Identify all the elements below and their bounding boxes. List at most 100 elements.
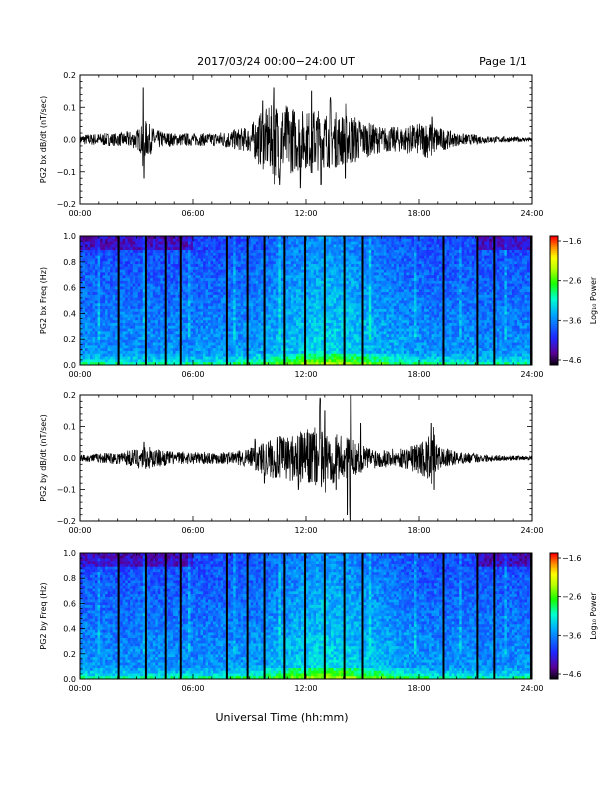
spectrogram-cell: [130, 306, 134, 310]
spectrogram-cell: [270, 269, 274, 273]
spectrogram-cell: [255, 331, 259, 335]
spectrogram-cell: [213, 244, 216, 248]
spectrogram-cell: [102, 258, 106, 262]
spectrogram-cell: [177, 255, 181, 259]
spectrogram-cell: [230, 264, 234, 268]
spectrogram-cell: [285, 306, 289, 310]
spectrogram-cell: [140, 314, 144, 318]
spectrogram-cell: [190, 320, 194, 324]
spectrogram-cell: [198, 303, 201, 307]
spectrogram-cell: [250, 308, 254, 313]
spectrogram-cell: [250, 280, 254, 285]
spectrogram-cell: [253, 331, 257, 335]
spectrogram-cell: [240, 252, 244, 257]
spectrogram-cell: [142, 308, 146, 313]
spectrogram-cell: [105, 300, 109, 304]
spectrogram-cell: [278, 359, 282, 363]
spectrogram-cell: [273, 241, 277, 245]
spectrogram-cell: [240, 350, 244, 355]
spectrogram-cell: [107, 269, 111, 273]
spectrogram-cell: [288, 275, 292, 279]
spectrogram-cell: [203, 317, 206, 321]
spectrogram-cell: [85, 278, 88, 282]
spectrogram-cell: [250, 331, 254, 335]
spectrogram-cell: [306, 266, 309, 271]
spectrogram-cell: [147, 247, 151, 251]
spectrogram-cell: [198, 322, 201, 327]
spectrogram-cell: [341, 362, 345, 366]
spectrogram-cell: [95, 308, 98, 313]
spectrogram-cell: [331, 266, 335, 271]
spectrogram-cell: [175, 247, 179, 251]
spectrogram-cell: [321, 306, 324, 310]
spectrogram-cell: [298, 266, 302, 271]
spectrogram-cell: [243, 241, 247, 245]
spectrogram-cell: [331, 303, 335, 307]
spectrogram-cell: [200, 331, 204, 335]
spectrogram-cell: [195, 294, 199, 299]
spectrogram-cell: [240, 292, 244, 296]
spectrogram-cell: [313, 247, 317, 251]
spectrogram-cell: [238, 250, 242, 254]
spectrogram-cell: [147, 238, 151, 242]
spectrogram-cell: [137, 336, 141, 341]
spectrogram-cell: [278, 247, 282, 251]
spectrogram-cell: [172, 292, 176, 296]
spectrogram-cell: [338, 348, 342, 352]
spectrogram-cell: [180, 350, 184, 355]
spectrogram-cell: [185, 325, 189, 329]
spectrogram-cell: [333, 244, 337, 248]
spectrogram-cell: [112, 320, 116, 324]
spectrogram-cell: [326, 317, 329, 321]
spectrogram-cell: [295, 255, 299, 259]
spectrogram-cell: [167, 238, 171, 242]
spectrogram-cell: [87, 362, 91, 366]
spectrogram-cell: [97, 252, 101, 257]
spectrogram-cell: [195, 250, 199, 254]
spectrogram-cell: [260, 278, 264, 282]
spectrogram-cell: [107, 317, 111, 321]
spectrogram-cell: [180, 286, 184, 290]
spectrogram-cell: [341, 272, 345, 276]
spectrogram-cell: [147, 250, 151, 254]
spectrogram-cell: [87, 336, 91, 341]
spectrogram-cell: [135, 334, 139, 338]
spectrogram-cell: [195, 348, 199, 352]
spectrogram-cell: [205, 306, 209, 310]
spectrogram-cell: [203, 244, 206, 248]
spectrogram-cell: [112, 244, 116, 248]
spectrogram-cell: [127, 348, 131, 352]
spectrogram-cell: [213, 303, 216, 307]
spectrogram-cell: [338, 362, 342, 366]
spectrogram-cell: [200, 266, 204, 271]
spectrogram-cell: [336, 294, 340, 299]
spectrogram-cell: [336, 356, 340, 360]
spectrogram-cell: [333, 292, 337, 296]
spectrogram-cell: [278, 266, 282, 271]
spectrogram-cell: [160, 328, 164, 332]
spectrogram-cell: [270, 334, 274, 338]
spectrogram-cell: [253, 275, 257, 279]
spectrogram-cell: [170, 269, 174, 273]
spectrogram-cell: [105, 252, 109, 257]
spectrogram-cell: [187, 297, 191, 301]
spectrogram-cell: [205, 331, 209, 335]
spectrogram-cell: [290, 236, 294, 240]
spectrogram-cell: [300, 269, 304, 273]
spectrogram-cell: [223, 336, 227, 341]
spectrogram-cell: [273, 244, 277, 248]
spectrogram-cell: [260, 308, 264, 313]
spectrogram-cell: [218, 286, 222, 290]
spectrogram-cell: [275, 350, 279, 355]
spectrogram-cell: [238, 328, 242, 332]
spectrogram-cell: [102, 238, 106, 242]
spectrogram-cell: [293, 238, 297, 242]
spectrogram-cell: [155, 264, 159, 268]
spectrogram-cell: [230, 261, 234, 265]
spectrogram-cell: [233, 342, 237, 346]
spectrogram-cell: [205, 272, 209, 276]
spectrogram-cell: [132, 258, 136, 262]
spectrogram-cell: [278, 250, 282, 254]
spectrogram-cell: [115, 362, 119, 366]
spectrogram-cell: [147, 339, 151, 343]
